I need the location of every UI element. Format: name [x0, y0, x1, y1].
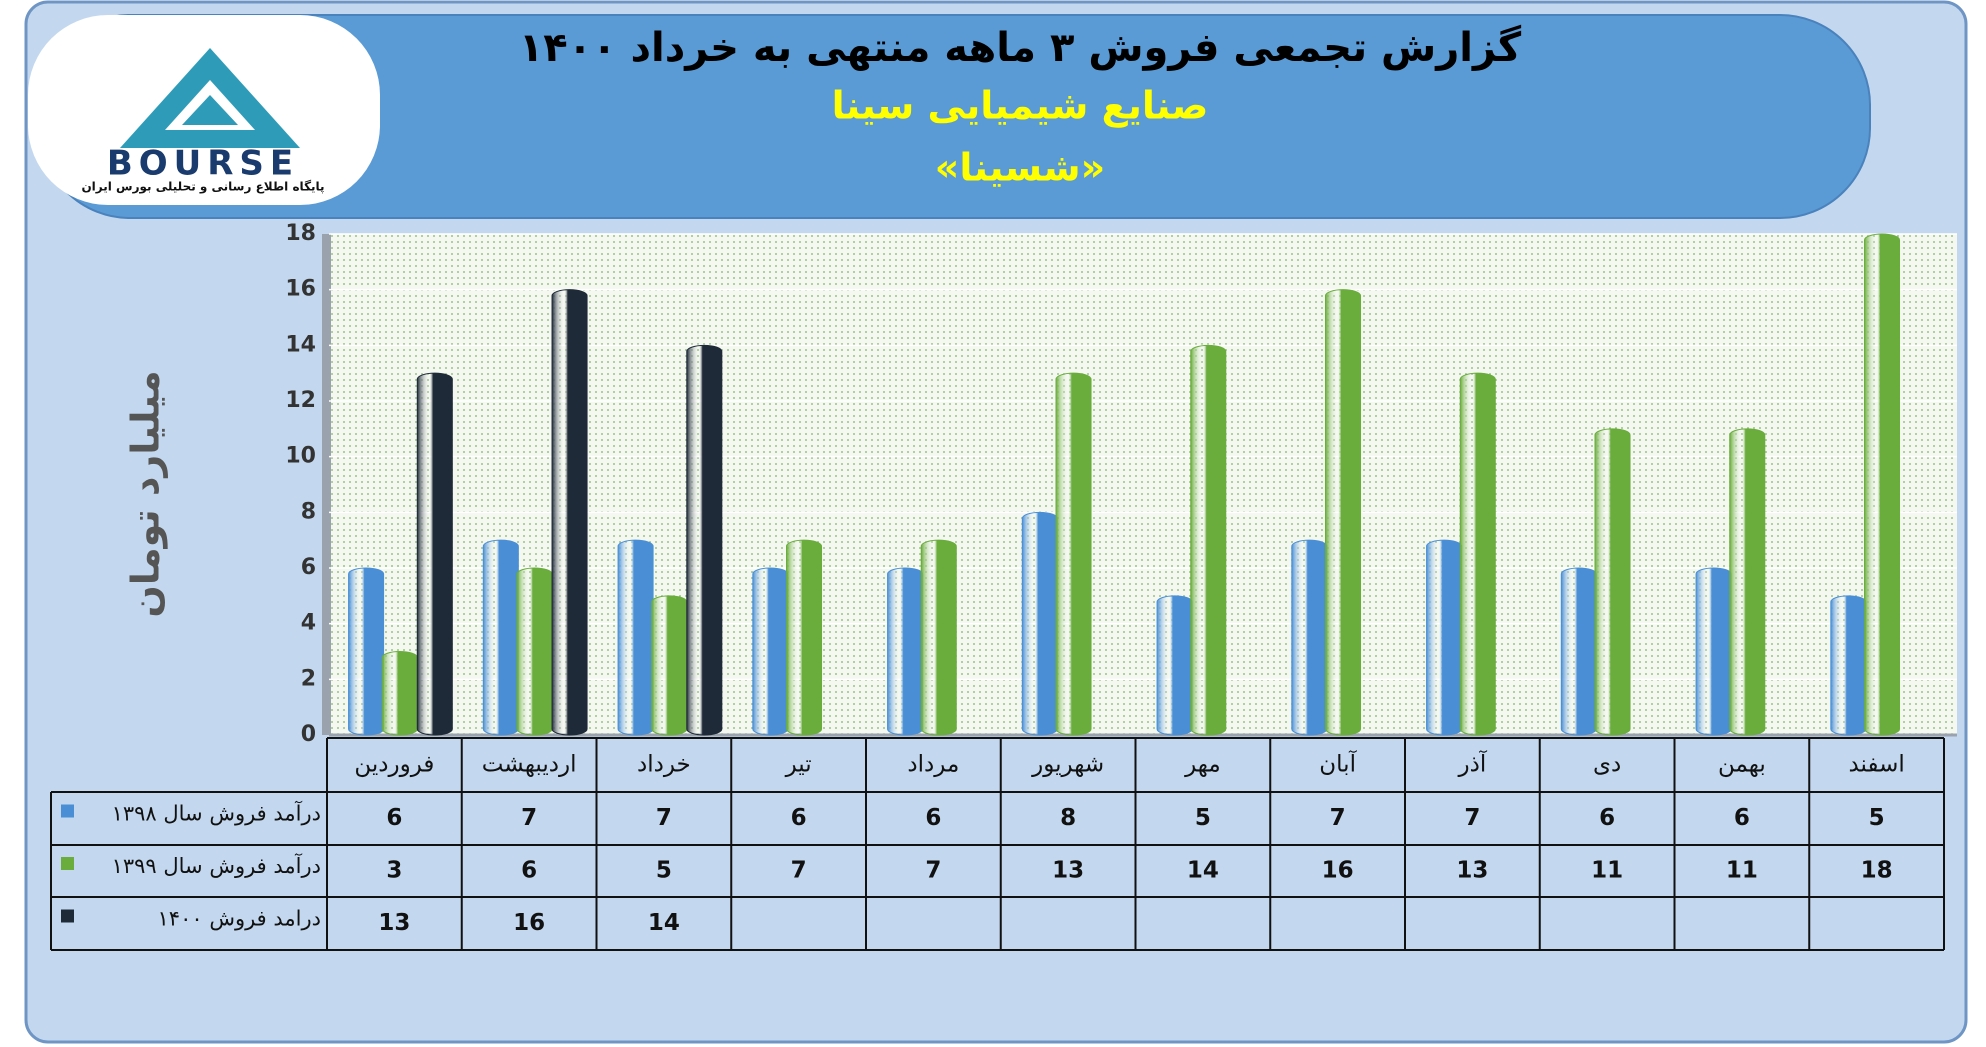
data-label: 13	[1052, 858, 1084, 884]
y-tick-label: 4	[301, 611, 316, 636]
x-tick-label: آذر	[1458, 750, 1488, 778]
chart-subtitle: «شسینا»	[935, 146, 1105, 190]
y-tick-label: 0	[301, 722, 316, 747]
bar	[1863, 233, 1901, 736]
x-tick-label: فروردین	[354, 752, 434, 778]
bar	[1426, 539, 1463, 736]
data-label: 7	[1330, 805, 1346, 831]
chart-subtitle: صنایع شیمیایی سینا	[832, 84, 1209, 128]
data-label: 14	[648, 910, 680, 936]
data-label: 7	[1464, 805, 1480, 831]
x-tick-label: اسفند	[1848, 752, 1904, 778]
data-label: 8	[1060, 805, 1076, 831]
x-tick-label: شهریور	[1031, 752, 1104, 778]
data-label: 3	[386, 858, 402, 884]
data-label: 5	[656, 858, 672, 884]
bar	[1560, 567, 1597, 736]
x-tick-label: مهر	[1184, 752, 1221, 778]
legend-label: درآمد فروش سال ۱۳۹۹	[112, 853, 321, 878]
bar	[1055, 372, 1092, 736]
logo-text: BOURSE	[107, 144, 299, 184]
data-label: 7	[656, 805, 672, 831]
data-label: 13	[378, 910, 410, 936]
bar	[920, 539, 957, 736]
data-label: 5	[1195, 805, 1211, 831]
data-label: 6	[791, 805, 807, 831]
logo: BOURSE پایگاه اطلاع رسانی و تحلیلی بورس …	[28, 15, 380, 205]
y-axis-wall	[322, 234, 331, 735]
bar	[1156, 595, 1193, 736]
data-label: 6	[521, 858, 537, 884]
x-tick-label: اردیبهشت	[482, 752, 577, 778]
plot-area	[329, 234, 1957, 735]
data-label: 6	[386, 805, 402, 831]
x-tick-label: خرداد	[637, 752, 691, 778]
y-tick-label: 8	[301, 499, 316, 524]
data-label: 13	[1456, 858, 1488, 884]
y-tick-label: 12	[285, 388, 316, 413]
bar	[1190, 344, 1227, 736]
legend-swatch	[61, 909, 74, 923]
chart-title: گزارش تجمعی فروش ۳ ماهه منتهی به خرداد ۱…	[519, 24, 1522, 71]
data-label: 5	[1869, 805, 1885, 831]
legend-swatch	[61, 804, 74, 818]
bar	[1729, 428, 1766, 736]
data-label: 7	[521, 805, 537, 831]
x-tick-label: مرداد	[907, 752, 959, 778]
y-axis-label: میلیارد تومان	[124, 370, 168, 617]
data-label: 6	[1734, 805, 1750, 831]
bar	[1830, 595, 1867, 736]
y-tick-label: 16	[285, 277, 316, 302]
y-tick-label: 18	[285, 221, 316, 246]
data-label: 6	[1599, 805, 1615, 831]
bar	[651, 595, 688, 736]
bar	[348, 567, 385, 736]
x-tick-label: بهمن	[1718, 752, 1766, 778]
bar	[482, 539, 519, 736]
legend-label: درامد فروش ۱۴۰۰	[158, 907, 321, 931]
bar	[1695, 567, 1732, 736]
bar	[686, 344, 723, 736]
bar	[752, 567, 789, 736]
bar	[1021, 511, 1058, 736]
data-label: 11	[1726, 858, 1758, 884]
bar	[1324, 289, 1362, 736]
y-tick-label: 10	[285, 444, 316, 469]
bar	[617, 539, 654, 736]
y-tick-label: 14	[285, 332, 316, 357]
bar	[887, 567, 924, 736]
logo-tagline: پایگاه اطلاع رسانی و تحلیلی بورس ایران	[81, 180, 324, 195]
x-tick-label: آبان	[1319, 750, 1357, 778]
data-label: 11	[1591, 858, 1623, 884]
x-tick-label: تیر	[785, 752, 812, 778]
data-label: 16	[1322, 858, 1354, 884]
bar	[1291, 539, 1328, 736]
data-label: 7	[925, 858, 941, 884]
data-label: 7	[791, 858, 807, 884]
data-label: 16	[513, 910, 545, 936]
bar	[416, 372, 453, 736]
bar	[551, 289, 588, 736]
data-label: 6	[925, 805, 941, 831]
legend-label: درآمد فروش سال ۱۳۹۸	[112, 801, 321, 826]
legend-swatch	[61, 857, 74, 870]
bar	[381, 651, 418, 736]
data-label: 18	[1861, 858, 1893, 884]
bar	[516, 567, 553, 736]
bar	[1459, 372, 1496, 736]
bar	[785, 539, 823, 736]
data-label: 14	[1187, 858, 1219, 884]
y-tick-label: 2	[301, 666, 316, 691]
y-tick-label: 6	[301, 555, 316, 580]
bar	[1594, 428, 1631, 736]
x-tick-label: دی	[1593, 752, 1621, 778]
